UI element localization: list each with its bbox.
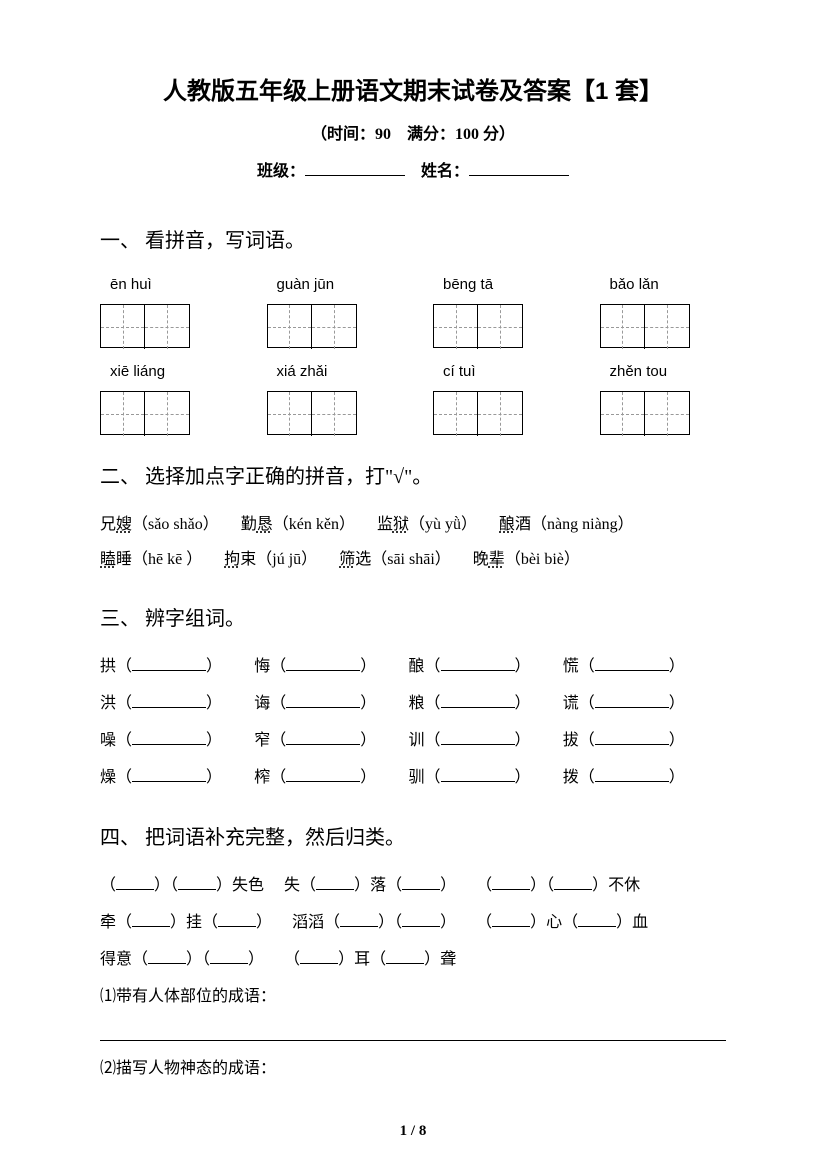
q2-row: 兄嫂（sǎo shǎo） 勤恳（kén kěn） 监狱（yù yǜ） 酿酒（nà…: [100, 507, 726, 542]
q3-item: 悔（）: [254, 649, 404, 686]
q3-item: 拱（）: [100, 649, 250, 686]
class-blank[interactable]: [305, 160, 405, 176]
answer-line[interactable]: [100, 1022, 726, 1041]
pinyin-label: cí tuì: [433, 358, 560, 385]
q4-title: 四、 把词语补充完整，然后归类。: [100, 820, 726, 856]
q3-row: 燥（） 榨（） 驯（） 拨（）: [100, 760, 726, 797]
q2-row: 瞌睡（hē kē ） 拘束（jú jū） 筛选（sāi shāi） 晚辈（bèi…: [100, 542, 726, 577]
q3-body: 拱（） 悔（） 酿（） 慌（） 洪（） 诲（） 粮（） 谎（） 噪（） 窄（） …: [100, 649, 726, 796]
q3-item: 驯（）: [408, 760, 558, 797]
exam-subtitle: （时间：90 满分：100 分）: [100, 121, 726, 150]
q1-item: bēnɡ tā: [433, 271, 560, 348]
q2-item: 拘束（jú jū）: [224, 542, 317, 577]
q3-row: 洪（） 诲（） 粮（） 谎（）: [100, 686, 726, 723]
q3-item: 拔（）: [563, 723, 713, 760]
char-box[interactable]: [100, 304, 190, 348]
q3-title: 三、 辨字组词。: [100, 601, 726, 637]
q3-item: 噪（）: [100, 723, 250, 760]
q3-item: 谎（）: [563, 686, 713, 723]
q3-item: 训（）: [408, 723, 558, 760]
q3-item: 燥（）: [100, 760, 250, 797]
q2-item: 酿酒（nàng niàng）: [499, 507, 634, 542]
name-blank[interactable]: [469, 160, 569, 176]
q1-item: zhěn tou: [600, 358, 727, 435]
q4-line: （）（）失色 失（）落（） （）（）不休: [100, 868, 726, 905]
pinyin-label: zhěn tou: [600, 358, 727, 385]
q4-body: （）（）失色 失（）落（） （）（）不休 牵（）挂（） 滔滔（）（） （）心（）…: [100, 868, 726, 1087]
char-box[interactable]: [433, 304, 523, 348]
q4-line: 牵（）挂（） 滔滔（）（） （）心（）血: [100, 905, 726, 942]
pinyin-label: bēnɡ tā: [433, 271, 560, 298]
q4-sub1: ⑴带有人体部位的成语：: [100, 979, 726, 1016]
q1-title: 一、 看拼音，写词语。: [100, 223, 726, 259]
pinyin-label: xiē liánɡ: [100, 358, 227, 385]
q4-sub2: ⑵描写人物神态的成语：: [100, 1051, 726, 1088]
q2-title: 二、 选择加点字正确的拼音，打"√"。: [100, 459, 726, 495]
q3-row: 噪（） 窄（） 训（） 拔（）: [100, 723, 726, 760]
q2-item: 筛选（sāi shāi）: [339, 542, 451, 577]
pinyin-label: bǎo lǎn: [600, 271, 727, 298]
class-label: 班级：: [257, 163, 305, 180]
char-box[interactable]: [600, 391, 690, 435]
student-info-row: 班级： 姓名：: [100, 158, 726, 187]
pinyin-label: ɡuàn jūn: [267, 271, 394, 298]
q3-item: 诲（）: [254, 686, 404, 723]
char-box[interactable]: [100, 391, 190, 435]
q1-item: xiá zhǎi: [267, 358, 394, 435]
q3-item: 酿（）: [408, 649, 558, 686]
q2-item: 晚辈（bèi biè）: [473, 542, 580, 577]
q1-item: xiē liánɡ: [100, 358, 227, 435]
pinyin-label: ēn huì: [100, 271, 227, 298]
q1-item: ēn huì: [100, 271, 227, 348]
q2-item: 勤恳（kén kěn）: [241, 507, 355, 542]
pinyin-label: xiá zhǎi: [267, 358, 394, 385]
char-box[interactable]: [267, 304, 357, 348]
page-number: 1 / 8: [0, 1118, 826, 1145]
exam-title: 人教版五年级上册语文期末试卷及答案【1 套】: [100, 70, 726, 113]
q3-item: 榨（）: [254, 760, 404, 797]
q1-item: ɡuàn jūn: [267, 271, 394, 348]
name-label: 姓名：: [421, 163, 469, 180]
q3-item: 慌（）: [563, 649, 713, 686]
char-box[interactable]: [267, 391, 357, 435]
char-box[interactable]: [433, 391, 523, 435]
q3-item: 拨（）: [563, 760, 713, 797]
char-box[interactable]: [600, 304, 690, 348]
q3-row: 拱（） 悔（） 酿（） 慌（）: [100, 649, 726, 686]
q1-item: bǎo lǎn: [600, 271, 727, 348]
q1-item: cí tuì: [433, 358, 560, 435]
q2-item: 监狱（yù yǜ）: [377, 507, 477, 542]
q3-item: 粮（）: [408, 686, 558, 723]
q2-item: 兄嫂（sǎo shǎo）: [100, 507, 219, 542]
q3-item: 窄（）: [254, 723, 404, 760]
q3-item: 洪（）: [100, 686, 250, 723]
q2-item: 瞌睡（hē kē ）: [100, 542, 202, 577]
q4-line: 得意（）（） （）耳（）聋: [100, 942, 726, 979]
q1-grid: ēn huì ɡuàn jūn bēnɡ tā bǎo lǎn xiē lián…: [100, 271, 726, 435]
